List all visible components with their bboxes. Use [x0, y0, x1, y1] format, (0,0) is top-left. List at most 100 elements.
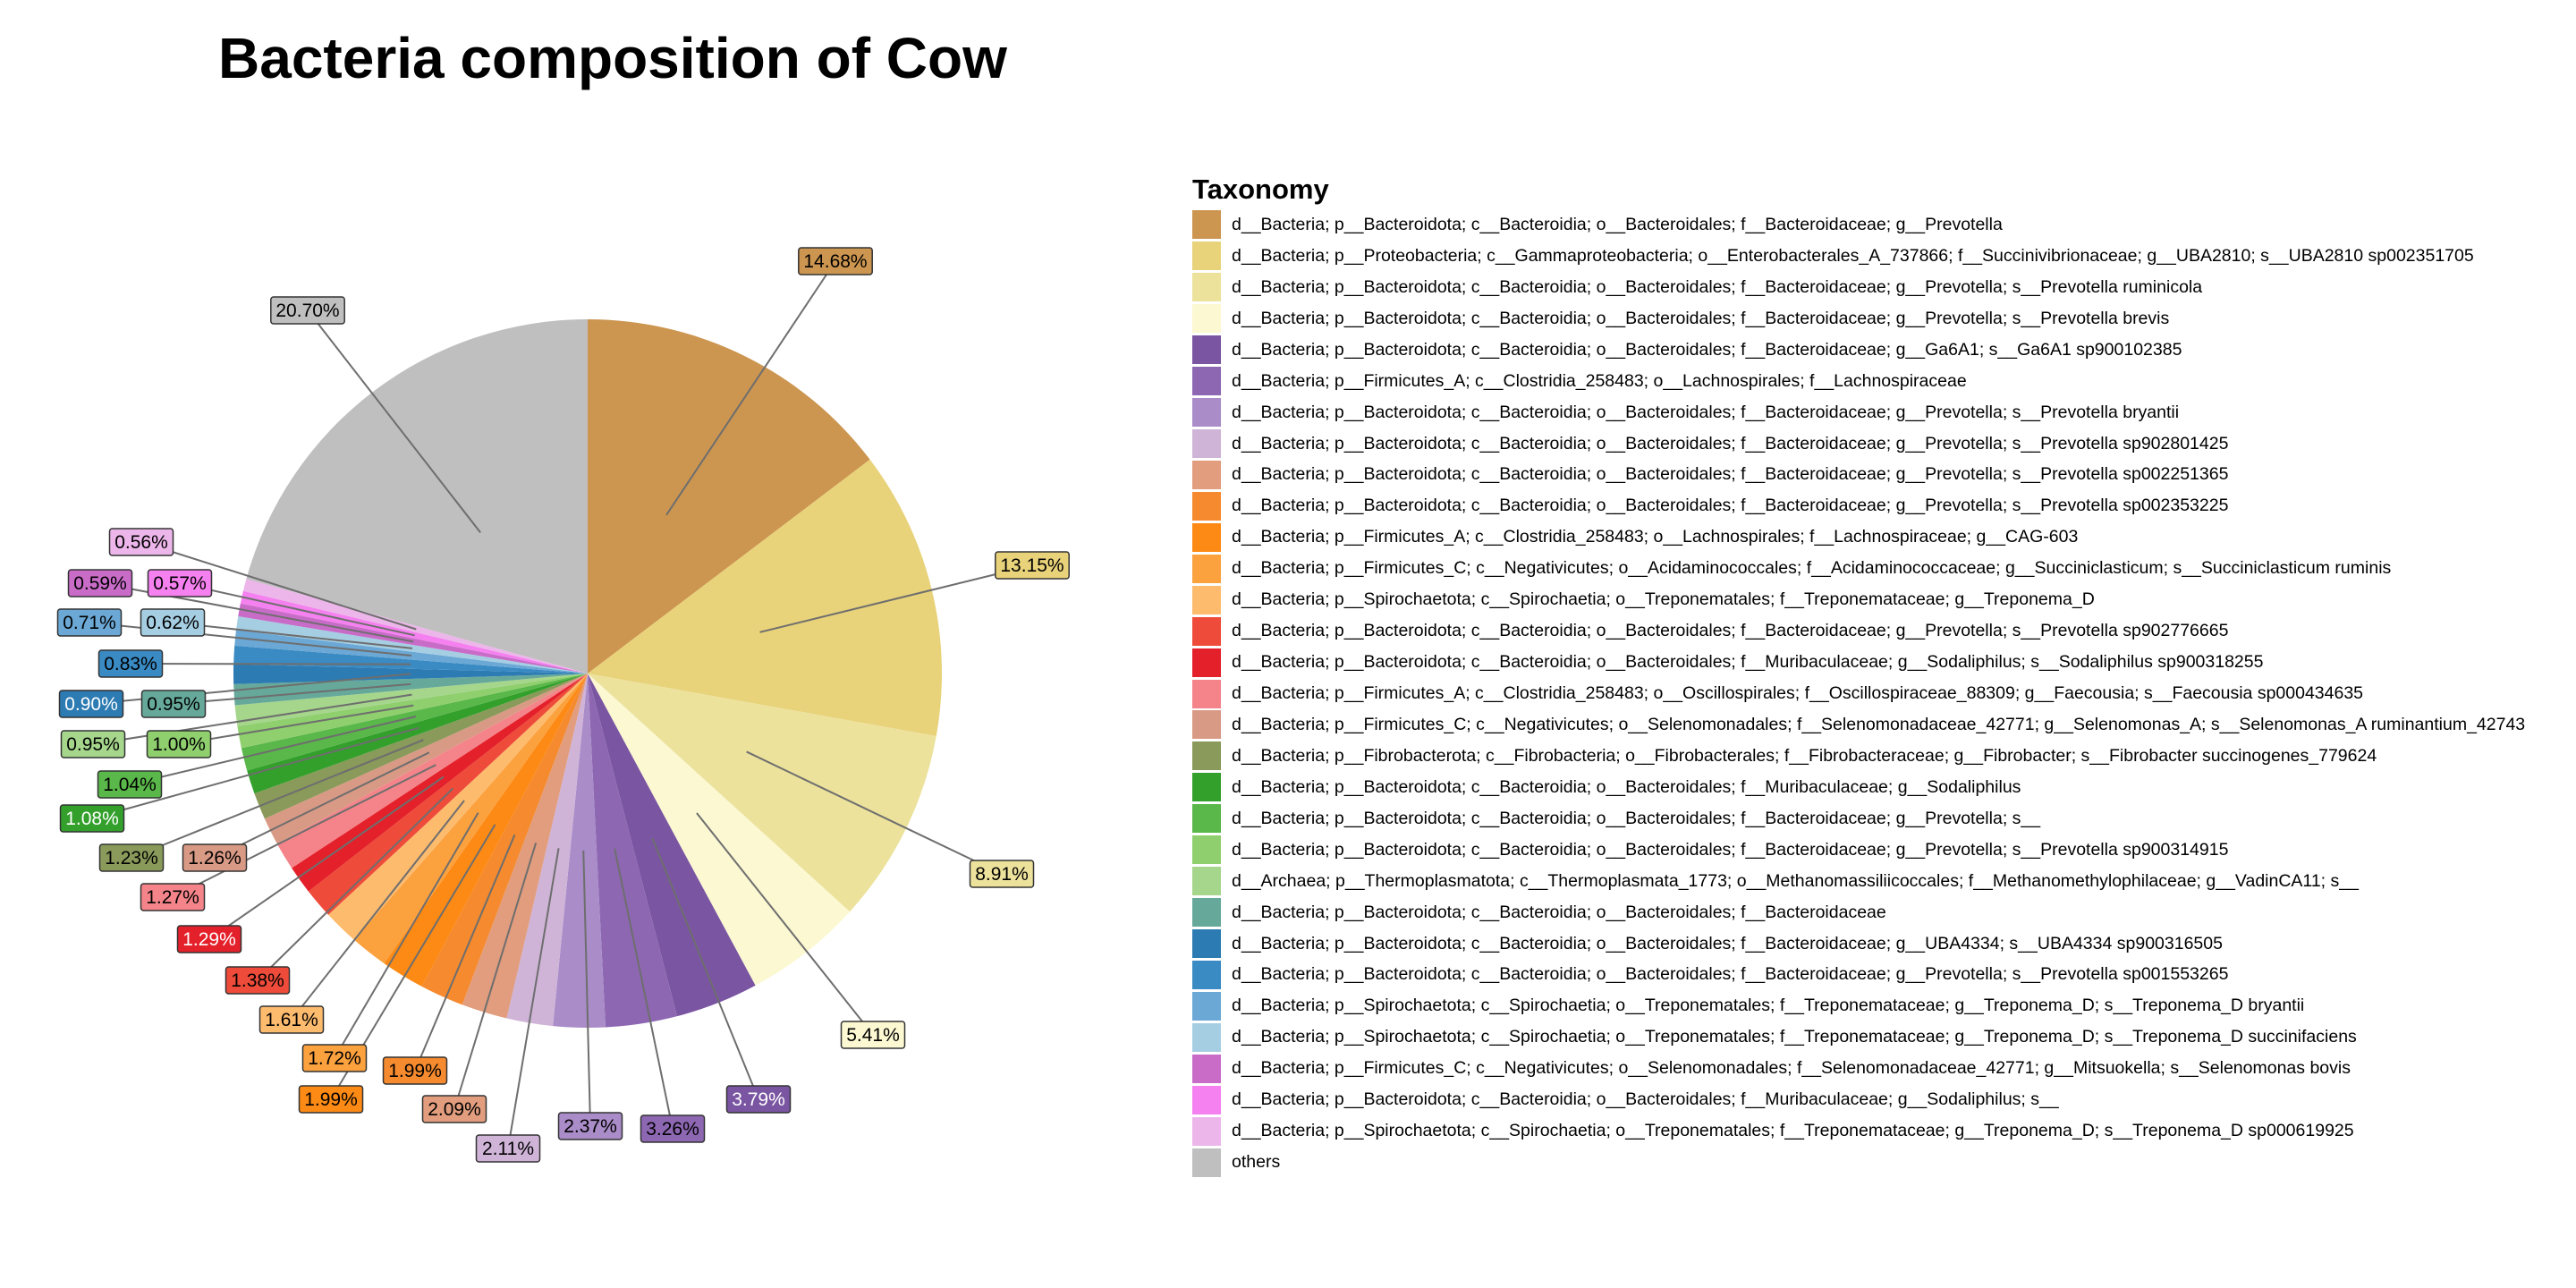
pie-slice	[246, 319, 588, 674]
slice-label-box	[140, 608, 206, 637]
pie-slice	[588, 674, 851, 986]
legend-item: d__Bacteria; p__Firmicutes_A; c__Clostri…	[1192, 678, 2525, 709]
pie-slice	[234, 630, 588, 674]
legend-item: d__Bacteria; p__Spirochaetota; c__Spiroc…	[1192, 584, 2525, 615]
slice-percent-label: 1.27%	[146, 887, 199, 908]
pie-slice	[462, 674, 588, 1019]
legend-label: d__Bacteria; p__Firmicutes_A; c__Clostri…	[1232, 683, 2364, 704]
legend-swatch	[1192, 991, 1221, 1021]
legend-swatch	[1192, 710, 1221, 740]
slice-percent-label: 0.62%	[146, 613, 199, 633]
slice-percent-label: 2.09%	[428, 1099, 481, 1120]
legend-label: d__Bacteria; p__Fibrobacterota; c__Fibro…	[1232, 745, 2377, 766]
legend-swatch	[1192, 242, 1221, 271]
leader-line	[172, 764, 436, 898]
slice-label-box	[725, 1085, 792, 1114]
leader-line	[140, 541, 417, 631]
slice-label-box	[146, 730, 212, 758]
slice-percent-label: 0.71%	[63, 613, 116, 633]
legend-swatch	[1192, 1148, 1221, 1177]
pie-slice	[247, 674, 588, 794]
slice-percent-label: 0.57%	[153, 573, 207, 594]
legend-swatch	[1192, 429, 1221, 459]
legend-swatch	[1192, 679, 1221, 708]
legend-label: d__Bacteria; p__Spirochaetota; c__Spiroc…	[1232, 1027, 2357, 1047]
legend-swatch	[1192, 1054, 1221, 1083]
legend-item: d__Bacteria; p__Firmicutes_C; c__Negativ…	[1192, 709, 2525, 741]
legend-item: d__Bacteria; p__Bacteroidota; c__Bactero…	[1192, 303, 2525, 335]
legend-label: d__Bacteria; p__Bacteroidota; c__Bactero…	[1232, 776, 2021, 797]
legend-rows: d__Bacteria; p__Bacteroidota; c__Bactero…	[1192, 209, 2525, 1178]
legend-label: d__Bacteria; p__Bacteroidota; c__Bactero…	[1232, 214, 2003, 234]
slice-label-box	[140, 883, 206, 911]
legend-swatch	[1192, 554, 1221, 583]
legend-swatch	[1192, 929, 1221, 959]
leader-line	[179, 582, 415, 637]
leader-line	[92, 693, 412, 745]
legend-label: d__Bacteria; p__Proteobacteria; c__Gamma…	[1232, 245, 2474, 266]
slice-percent-label: 14.68%	[803, 251, 867, 272]
legend-label: d__Bacteria; p__Bacteroidota; c__Bactero…	[1232, 308, 2170, 328]
slice-label-box	[995, 551, 1070, 580]
slice-label-box	[60, 730, 126, 758]
leader-line	[291, 800, 465, 1021]
legend-swatch	[1192, 522, 1221, 552]
slice-percent-label: 0.95%	[147, 694, 200, 715]
legend-swatch	[1192, 335, 1221, 365]
legend-swatch	[1192, 273, 1221, 302]
slice-label-box	[176, 925, 242, 953]
legend-swatch	[1192, 1116, 1221, 1146]
legend-label: d__Bacteria; p__Firmicutes_C; c__Negativ…	[1232, 1058, 2351, 1079]
leader-line	[696, 812, 874, 1036]
legend-label: d__Bacteria; p__Firmicutes_A; c__Clostri…	[1232, 370, 1967, 391]
pie-slice	[588, 674, 678, 1028]
legend-label: d__Bacteria; p__Bacteroidota; c__Bactero…	[1232, 402, 2180, 422]
slice-labels: 14.68% 13.15% 8.91% 5.41% 3.79% 3.26% 2.37% 2.1…	[56, 247, 1070, 1163]
slice-percent-label: 1.99%	[388, 1061, 442, 1081]
pie-slice	[553, 674, 606, 1028]
legend-label: d__Bacteria; p__Bacteroidota; c__Bactero…	[1232, 652, 2264, 673]
legend-swatch	[1192, 741, 1221, 771]
pie-slice	[240, 590, 588, 674]
pie-slice	[421, 674, 588, 1005]
legend-swatch	[1192, 367, 1221, 396]
slice-label-box	[98, 843, 165, 872]
pie-slices	[233, 319, 943, 1028]
slice-label-box	[97, 770, 163, 799]
slice-percent-label: 5.41%	[846, 1025, 900, 1046]
legend-label: d__Bacteria; p__Bacteroidota; c__Bactero…	[1232, 339, 2182, 360]
slice-label-box	[840, 1021, 906, 1049]
pie-slice	[254, 674, 588, 819]
slice-label-box	[475, 1134, 541, 1163]
slice-label-box	[67, 569, 133, 597]
leader-line	[214, 751, 430, 859]
pie-slice	[233, 674, 588, 706]
legend-label: d__Bacteria; p__Bacteroidota; c__Bactero…	[1232, 433, 2229, 453]
slice-label-box	[59, 804, 125, 833]
legend-label: others	[1232, 1152, 1281, 1173]
legend-swatch	[1192, 585, 1221, 614]
slice-percent-label: 2.11%	[482, 1139, 534, 1159]
slice-label-box	[108, 528, 174, 556]
leader-line	[746, 750, 1003, 875]
legend-item: d__Bacteria; p__Bacteroidota; c__Bactero…	[1192, 960, 2525, 991]
slice-label-box	[182, 843, 248, 872]
legend-label: d__Bacteria; p__Bacteroidota; c__Bactero…	[1232, 902, 1886, 922]
leader-line	[131, 739, 424, 859]
leader-line	[172, 622, 413, 649]
slice-percent-label: 0.56%	[114, 532, 168, 553]
pie-slice	[292, 674, 588, 892]
legend-item: d__Bacteria; p__Spirochaetota; c__Spiroc…	[1192, 990, 2525, 1021]
legend-label: d__Bacteria; p__Spirochaetota; c__Spiroc…	[1232, 589, 2095, 610]
slice-percent-label: 1.72%	[308, 1048, 361, 1069]
legend-item: d__Bacteria; p__Bacteroidota; c__Bactero…	[1192, 272, 2525, 303]
pie-chart: 14.68% 13.15% 8.91% 5.41% 3.79% 3.26% 2.37% 2.1…	[56, 247, 1070, 1163]
legend-label: d__Bacteria; p__Bacteroidota; c__Bactero…	[1232, 464, 2229, 485]
legend-label: d__Bacteria; p__Bacteroidota; c__Bactero…	[1232, 964, 2229, 985]
pie-slice	[238, 603, 588, 674]
pie-slice	[384, 674, 588, 987]
pie-slice	[237, 674, 588, 749]
slice-percent-label: 13.15%	[1000, 555, 1063, 576]
legend-swatch	[1192, 835, 1221, 865]
leader-line	[414, 835, 516, 1072]
